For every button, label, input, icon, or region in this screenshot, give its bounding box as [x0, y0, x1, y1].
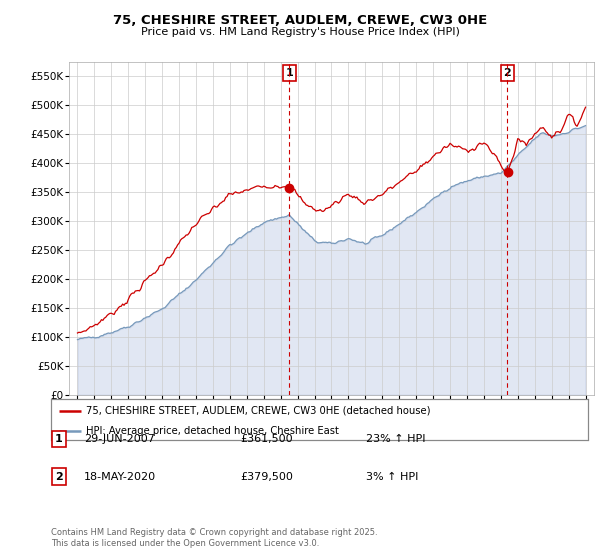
Text: HPI: Average price, detached house, Cheshire East: HPI: Average price, detached house, Ches… [86, 426, 339, 436]
Text: 1: 1 [55, 434, 62, 444]
Text: £379,500: £379,500 [240, 472, 293, 482]
Text: 2: 2 [503, 68, 511, 78]
Text: 29-JUN-2007: 29-JUN-2007 [84, 434, 155, 444]
Text: £361,500: £361,500 [240, 434, 293, 444]
Text: 1: 1 [285, 68, 293, 78]
Text: 18-MAY-2020: 18-MAY-2020 [84, 472, 156, 482]
Text: 3% ↑ HPI: 3% ↑ HPI [366, 472, 418, 482]
Text: 23% ↑ HPI: 23% ↑ HPI [366, 434, 425, 444]
Text: Price paid vs. HM Land Registry's House Price Index (HPI): Price paid vs. HM Land Registry's House … [140, 27, 460, 37]
Text: 2: 2 [55, 472, 62, 482]
Text: 75, CHESHIRE STREET, AUDLEM, CREWE, CW3 0HE: 75, CHESHIRE STREET, AUDLEM, CREWE, CW3 … [113, 14, 487, 27]
Text: Contains HM Land Registry data © Crown copyright and database right 2025.
This d: Contains HM Land Registry data © Crown c… [51, 528, 377, 548]
Text: 75, CHESHIRE STREET, AUDLEM, CREWE, CW3 0HE (detached house): 75, CHESHIRE STREET, AUDLEM, CREWE, CW3 … [86, 405, 430, 416]
